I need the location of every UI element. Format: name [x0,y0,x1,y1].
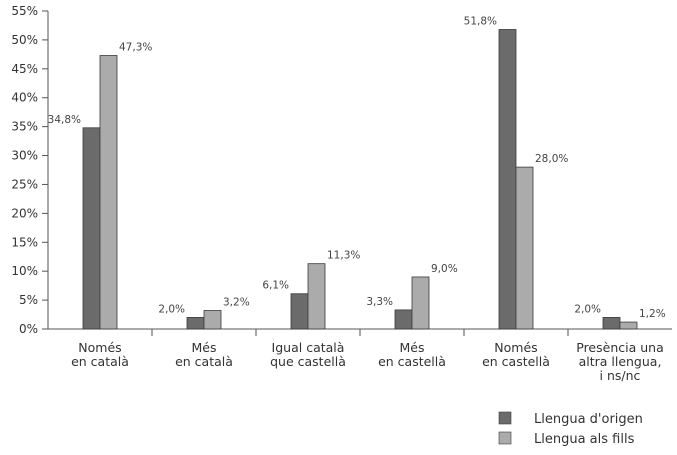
bar-children [515,166,534,330]
y-tick-label: 35% [11,120,38,134]
data-label: 9,0% [431,263,458,275]
y-tick-label: 5% [19,293,38,307]
bar-origin [394,309,413,330]
bar-children [307,263,326,330]
category-label: que castellà [270,354,346,369]
legend-swatch-children [498,431,512,445]
bar-origin [498,29,517,330]
y-tick-label: 20% [11,206,38,220]
data-label: 47,3% [119,42,152,54]
y-tick-label: 15% [11,235,38,249]
y-tick-label: 45% [11,62,38,76]
y-tick-label: 50% [11,33,38,47]
y-tick-label: 40% [11,91,38,105]
data-label: 1,2% [639,308,666,320]
category-label: Presència una [576,340,663,355]
bar-origin [602,317,621,330]
data-label: 2,0% [574,303,601,315]
y-tick-label: 10% [11,264,38,278]
y-tick-label: 30% [11,149,38,163]
data-label: 3,3% [366,296,393,308]
category-label: i ns/nc [600,368,641,383]
data-label: 28,0% [535,153,568,165]
data-label: 3,2% [223,296,250,308]
category-label: en català [175,354,233,369]
y-tick-label: 0% [19,322,38,336]
bar-children [99,55,118,330]
y-axis: 0% 5% 10% 15% 20% 25% 30% 35% 40% 45% 50% 55% [11,4,49,336]
category-label: Més [400,340,425,355]
bar-children [619,321,638,330]
data-labels: 34,8% 47,3% 2,0% 3,2% 6,1% 11,3% 3,3% 9,0% 51,8%… [48,16,666,321]
bar-origin [186,317,205,330]
category-label: en català [71,354,129,369]
bar-origin [290,293,309,330]
data-label: 6,1% [262,280,289,292]
category-label: en castellà [482,354,550,369]
legend-label-children: Llengua als fills [534,432,635,447]
data-label: 51,8% [464,16,497,28]
data-label: 34,8% [48,114,81,126]
category-label: en castellà [378,354,446,369]
y-tick-label: 55% [11,4,38,18]
category-label: altra llengua, [579,354,662,369]
category-label: Més [192,340,217,355]
data-label: 11,3% [327,250,360,262]
legend-swatch-origin [498,411,512,425]
y-tick-label: 25% [11,177,38,191]
bar-children [203,310,222,330]
legend: Llengua d'origen Llengua als fills [498,411,643,447]
category-label: Només [78,340,121,355]
category-label: Igual català [272,340,345,355]
category-label: Només [494,340,537,355]
x-axis [48,328,672,336]
legend-label-origin: Llengua d'origen [534,412,643,427]
data-label: 2,0% [158,303,185,315]
bar-children [411,276,430,330]
bars [82,29,638,330]
bar-origin [82,127,101,330]
